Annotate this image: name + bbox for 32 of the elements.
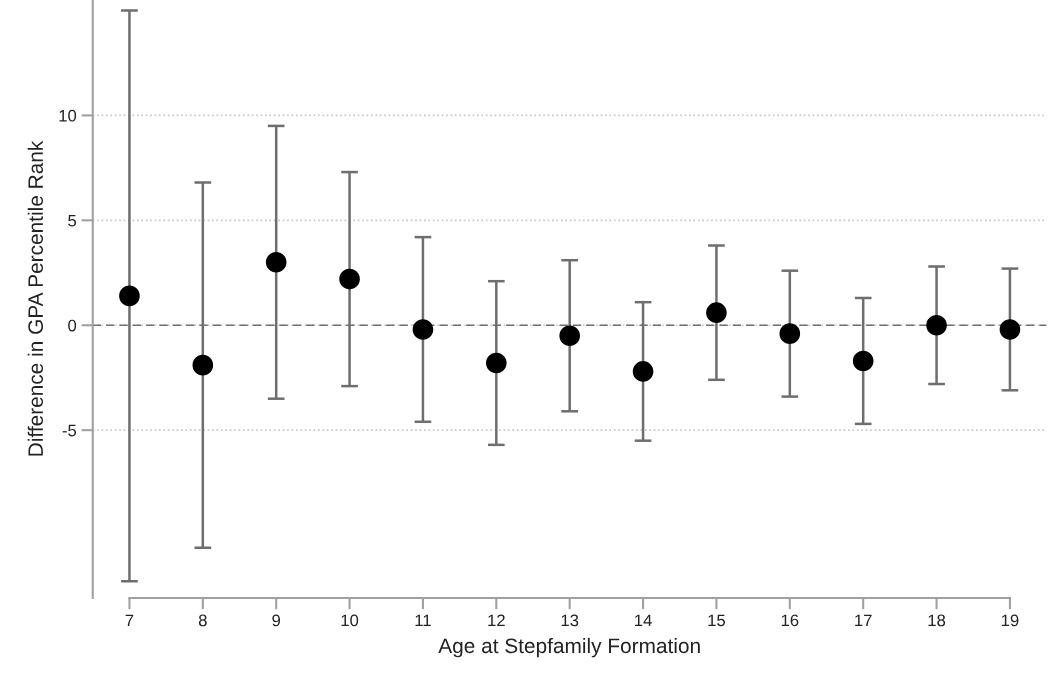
x-tick-label: 14 (635, 614, 652, 627)
point (486, 352, 507, 374)
y-tick-label: 10 (59, 109, 77, 122)
x-tick-label: 13 (561, 614, 579, 627)
x-tick-label: 18 (928, 614, 946, 627)
x-tick-label: 11 (415, 614, 431, 627)
point (779, 323, 801, 344)
y-axis-title: Difference in GPA Percentile Rank (27, 140, 44, 456)
x-tick-label: 8 (198, 614, 207, 627)
x-tick-label: 15 (708, 614, 726, 627)
point (339, 268, 360, 290)
x-tick-label: 10 (341, 614, 359, 627)
point (926, 314, 947, 336)
point (119, 285, 140, 307)
x-tick-label: 16 (781, 614, 799, 627)
x-tick-label: 9 (272, 614, 281, 627)
point (999, 319, 1021, 340)
point (706, 302, 727, 323)
point (192, 354, 214, 376)
x-tick-label: 19 (1001, 614, 1019, 627)
point (852, 350, 874, 372)
x-axis-title: Age at Stepfamily Formation (438, 637, 700, 658)
y-tick-label: 0 (68, 319, 77, 332)
x-tick-label: 12 (488, 614, 505, 627)
x-tick-label: 7 (125, 614, 134, 627)
point (265, 252, 287, 273)
y-tick-label: 5 (68, 214, 77, 227)
x-tick-label: 17 (855, 614, 872, 627)
point (412, 319, 434, 340)
point (632, 361, 654, 382)
y-tick-label: -5 (62, 424, 77, 437)
point (559, 325, 580, 347)
